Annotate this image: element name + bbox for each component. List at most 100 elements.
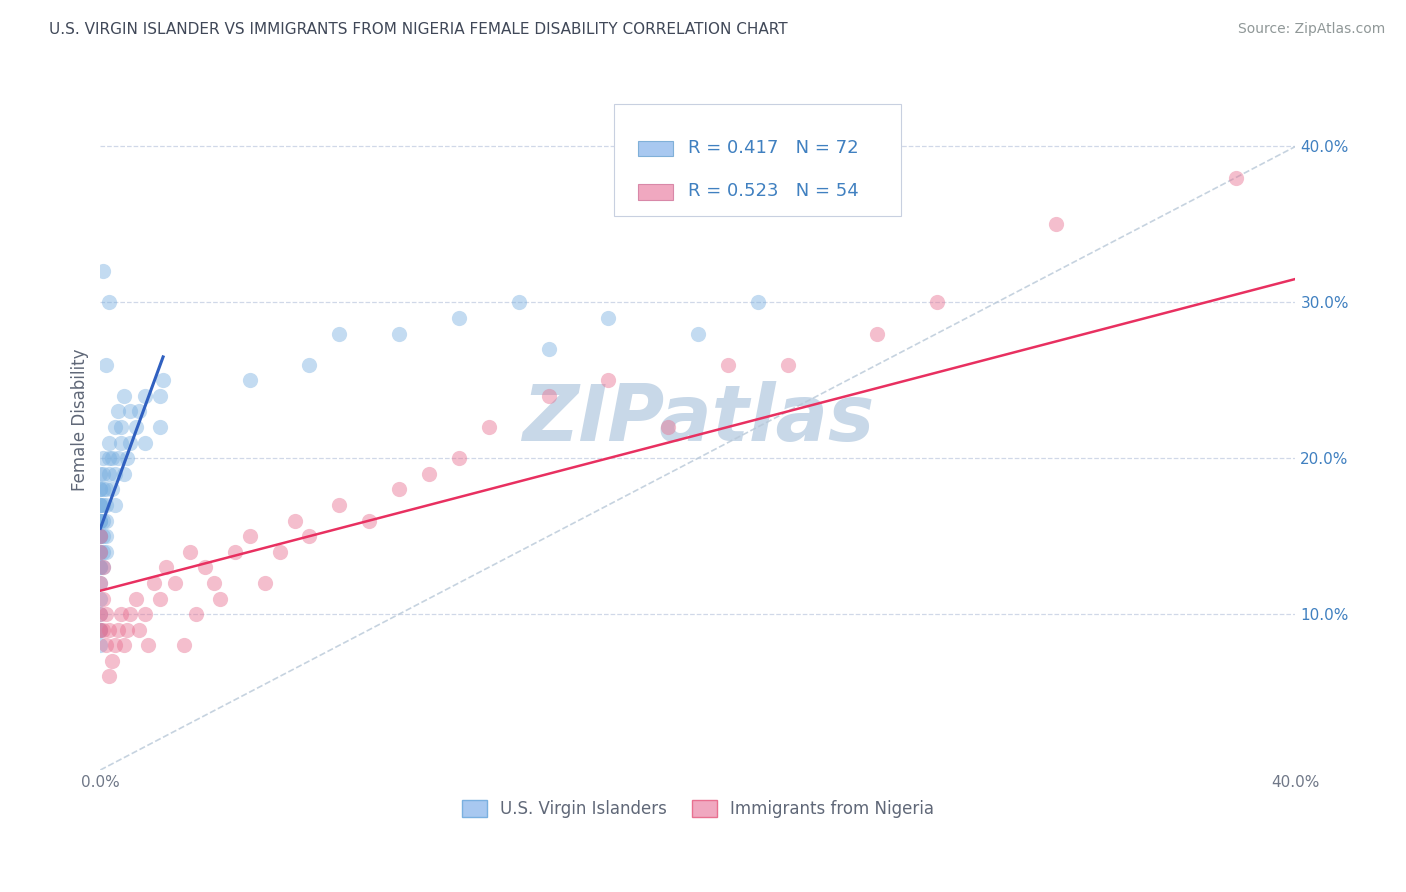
Point	[155, 560, 177, 574]
Point	[136, 638, 159, 652]
Point	[104, 498, 127, 512]
Point	[89, 623, 111, 637]
Point	[447, 451, 470, 466]
Point	[89, 514, 111, 528]
Point	[107, 623, 129, 637]
Text: Source: ZipAtlas.com: Source: ZipAtlas.com	[1237, 22, 1385, 37]
Point	[89, 623, 111, 637]
Point	[91, 264, 114, 278]
Point	[776, 358, 799, 372]
Point	[91, 529, 114, 543]
Point	[89, 545, 111, 559]
Point	[91, 451, 114, 466]
Point	[104, 638, 127, 652]
Point	[91, 514, 114, 528]
Point	[89, 467, 111, 481]
Point	[89, 623, 111, 637]
Point	[134, 389, 156, 403]
Point	[388, 483, 411, 497]
FancyBboxPatch shape	[638, 185, 673, 200]
Point	[143, 576, 166, 591]
Point	[107, 451, 129, 466]
Point	[717, 358, 740, 372]
Point	[96, 498, 118, 512]
Point	[89, 514, 111, 528]
Point	[598, 310, 620, 325]
Point	[112, 467, 135, 481]
Point	[128, 623, 150, 637]
Point	[89, 560, 111, 574]
Point	[253, 576, 276, 591]
Point	[89, 529, 111, 543]
Point	[98, 623, 121, 637]
Text: ZIPatlas: ZIPatlas	[522, 381, 875, 458]
Point	[89, 498, 111, 512]
Point	[107, 404, 129, 418]
Text: R = 0.417   N = 72: R = 0.417 N = 72	[689, 139, 859, 157]
Point	[91, 545, 114, 559]
Point	[96, 638, 118, 652]
Point	[98, 467, 121, 481]
Point	[194, 560, 217, 574]
Point	[1225, 170, 1247, 185]
Point	[388, 326, 411, 341]
Point	[89, 514, 111, 528]
Point	[125, 591, 148, 606]
Point	[598, 373, 620, 387]
Point	[202, 576, 225, 591]
Point	[98, 435, 121, 450]
Point	[104, 420, 127, 434]
Point	[89, 498, 111, 512]
FancyBboxPatch shape	[638, 141, 673, 156]
Point	[208, 591, 231, 606]
Point	[89, 483, 111, 497]
Point	[89, 529, 111, 543]
Point	[179, 545, 201, 559]
Point	[89, 607, 111, 621]
Point	[125, 420, 148, 434]
Point	[1045, 218, 1067, 232]
Point	[239, 529, 262, 543]
Point	[173, 638, 195, 652]
Legend: U.S. Virgin Islanders, Immigrants from Nigeria: U.S. Virgin Islanders, Immigrants from N…	[456, 793, 941, 825]
Point	[89, 591, 111, 606]
Point	[120, 404, 142, 418]
Point	[91, 483, 114, 497]
Point	[91, 560, 114, 574]
Point	[686, 326, 709, 341]
Point	[110, 607, 132, 621]
Text: U.S. VIRGIN ISLANDER VS IMMIGRANTS FROM NIGERIA FEMALE DISABILITY CORRELATION CH: U.S. VIRGIN ISLANDER VS IMMIGRANTS FROM …	[49, 22, 787, 37]
Point	[120, 435, 142, 450]
Point	[98, 451, 121, 466]
Point	[537, 342, 560, 356]
Point	[91, 467, 114, 481]
Text: R = 0.523   N = 54: R = 0.523 N = 54	[689, 182, 859, 200]
Point	[89, 607, 111, 621]
Point	[418, 467, 440, 481]
Point	[91, 498, 114, 512]
Point	[657, 420, 679, 434]
Point	[149, 591, 172, 606]
Point	[283, 514, 305, 528]
Point	[96, 529, 118, 543]
Point	[224, 545, 246, 559]
Point	[101, 483, 124, 497]
Y-axis label: Female Disability: Female Disability	[72, 348, 89, 491]
Point	[447, 310, 470, 325]
Point	[91, 560, 114, 574]
Point	[96, 514, 118, 528]
Point	[359, 514, 381, 528]
Point	[328, 498, 350, 512]
Point	[120, 607, 142, 621]
Point	[134, 607, 156, 621]
Point	[508, 295, 530, 310]
Point	[91, 623, 114, 637]
Point	[89, 529, 111, 543]
Point	[184, 607, 207, 621]
Point	[328, 326, 350, 341]
Point	[239, 373, 262, 387]
Point	[149, 389, 172, 403]
Point	[112, 638, 135, 652]
Point	[89, 638, 111, 652]
Point	[115, 623, 138, 637]
